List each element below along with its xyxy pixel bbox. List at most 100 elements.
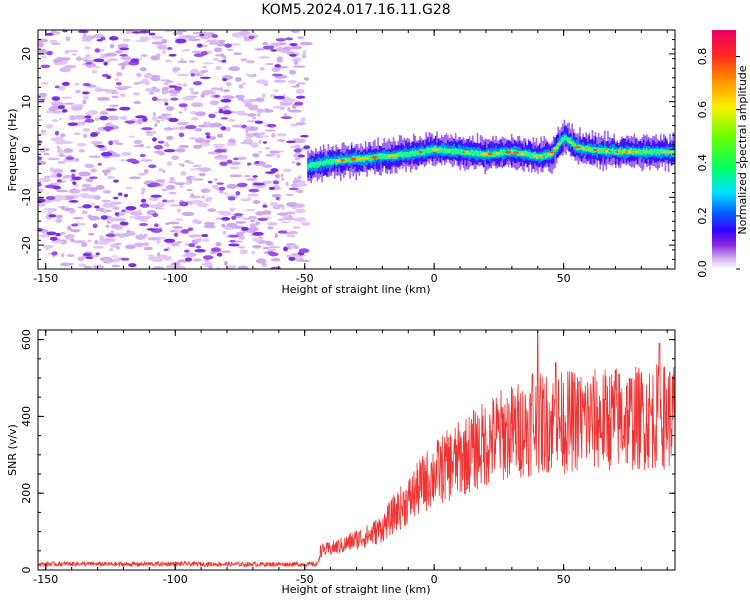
heatmap-noise-cell (87, 239, 92, 243)
snr-y-ticks: 0 200 400 600 (20, 329, 675, 574)
heatmap-noise-cell (135, 235, 146, 240)
heatmap-noise-cell (87, 109, 98, 115)
heatmap-noise-cell (163, 82, 169, 85)
heatmap-noise-cell (202, 65, 207, 69)
colorbar-gradient (712, 30, 736, 269)
heatmap-noise-cell-strong (124, 120, 136, 124)
heatmap-noise-cell (112, 206, 120, 210)
heatmap-noise-cell-strong (119, 47, 130, 51)
heatmap-noise-cell-strong (51, 96, 61, 101)
heatmap-noise-cell (102, 189, 112, 194)
x-tick-label: -150 (33, 272, 58, 285)
heatmap-noise-cell-strong (228, 234, 240, 238)
heatmap-noise-cell-strong (94, 205, 100, 209)
heatmap-track-cell (329, 159, 331, 165)
heatmap-noise-cell-strong (205, 135, 211, 139)
heatmap-noise-cell (73, 132, 81, 135)
heatmap-track-cell (655, 149, 657, 156)
heatmap-noise-cell (201, 195, 205, 200)
heatmap-noise-cell (82, 127, 91, 133)
heatmap-track-cell (378, 152, 381, 159)
heatmap-noise-cell (302, 49, 307, 55)
heatmap-noise-cell (276, 133, 287, 137)
heatmap-noise-cell (273, 79, 287, 83)
heatmap-noise-cell (38, 203, 46, 207)
heatmap-noise-cell (171, 155, 180, 161)
heatmap-noise-cell-strong (207, 180, 213, 184)
heatmap-noise-cell-strong (248, 35, 255, 39)
heatmap-noise-cell (223, 89, 230, 93)
heatmap-noise-cell (288, 230, 298, 235)
heatmap-track-peak (547, 153, 553, 156)
heatmap-noise-cell (185, 35, 197, 40)
heatmap-noise-cell (189, 168, 199, 171)
heatmap-noise-cell-strong (90, 132, 99, 137)
heatmap-track-peak (581, 147, 585, 150)
heatmap-noise-cell (247, 113, 257, 117)
heatmap-noise-cell (115, 233, 122, 237)
heatmap-noise-cell-strong (194, 81, 202, 85)
y-tick-label: -10 (20, 188, 33, 206)
heatmap-noise-cell (212, 143, 226, 147)
heatmap-noise-cell (147, 256, 159, 261)
heatmap-noise-cell-strong (82, 83, 92, 87)
heatmap-noise-cell-strong (204, 132, 211, 136)
heatmap-noise-cell (137, 209, 142, 213)
heatmap-track-cell (638, 148, 640, 156)
heatmap-noise-cell-strong (153, 144, 164, 150)
heatmap-noise-cell (300, 117, 306, 123)
heatmap-track-cell (585, 145, 588, 152)
heatmap-noise-cell-strong (140, 198, 147, 203)
heatmap-noise-cell (176, 83, 183, 86)
heatmap-noise-cell (161, 116, 171, 119)
heatmap-noise-cell (256, 108, 265, 114)
heatmap-track-peak (553, 146, 558, 150)
heatmap-noise-cell (300, 221, 311, 226)
heatmap-noise-cell (249, 219, 256, 223)
heatmap-noise-cell (50, 42, 62, 45)
heatmap-noise-cell (192, 258, 203, 262)
heatmap-track-cell (672, 149, 675, 156)
heatmap-noise-cell (292, 226, 301, 230)
heatmap-track-peak (418, 150, 423, 154)
heatmap-noise-cell-strong (163, 238, 176, 243)
heatmap-noise-cell (276, 212, 289, 216)
heatmap-noise-cell (74, 240, 87, 244)
heatmap-noise-cell (43, 232, 47, 235)
heatmap-noise-cell-strong (126, 158, 138, 163)
heatmap-noise-cell (297, 175, 302, 180)
heatmap-track-cell (459, 149, 462, 155)
heatmap-track-cell (386, 153, 389, 159)
heatmap-noise-cell (81, 121, 86, 125)
heatmap-noise-cell (49, 39, 58, 44)
heatmap-track-peak (621, 150, 626, 154)
heatmap-noise-cell-strong (175, 38, 187, 44)
heatmap-noise-cell (122, 38, 131, 42)
heatmap-track-cell (661, 149, 664, 155)
heatmap-noise-cell (290, 30, 300, 33)
heatmap-noise-cell (59, 262, 72, 267)
heatmap-noise-cell (133, 82, 140, 86)
heatmap-noise-cell (258, 150, 263, 154)
heatmap-noise-cell-strong (123, 193, 129, 198)
y-tick-label: 600 (20, 329, 33, 350)
heatmap-track-peak (462, 151, 466, 154)
heatmap-noise-cell (190, 102, 204, 108)
heatmap-noise-cell (106, 176, 116, 180)
heatmap-noise-cell (295, 181, 304, 188)
heatmap-track-peak (340, 158, 344, 162)
heatmap-track-cell (565, 135, 567, 141)
heatmap-track-cell (316, 161, 319, 168)
heatmap-noise-cell (169, 177, 176, 182)
heatmap-noise-cell (246, 60, 255, 64)
heatmap-noise-cell (234, 111, 245, 115)
heatmap-track-cell (456, 149, 459, 154)
heatmap-noise-cell-strong (96, 144, 105, 148)
heatmap-track-cell (611, 147, 614, 154)
heatmap-noise-cell-strong (222, 110, 232, 115)
heatmap-track-cell (398, 152, 401, 158)
heatmap-noise-cell (179, 31, 183, 35)
heatmap-noise-cell (276, 56, 283, 62)
heatmap-noise-cell (190, 253, 194, 258)
heatmap-noise-cell-strong (96, 38, 103, 42)
